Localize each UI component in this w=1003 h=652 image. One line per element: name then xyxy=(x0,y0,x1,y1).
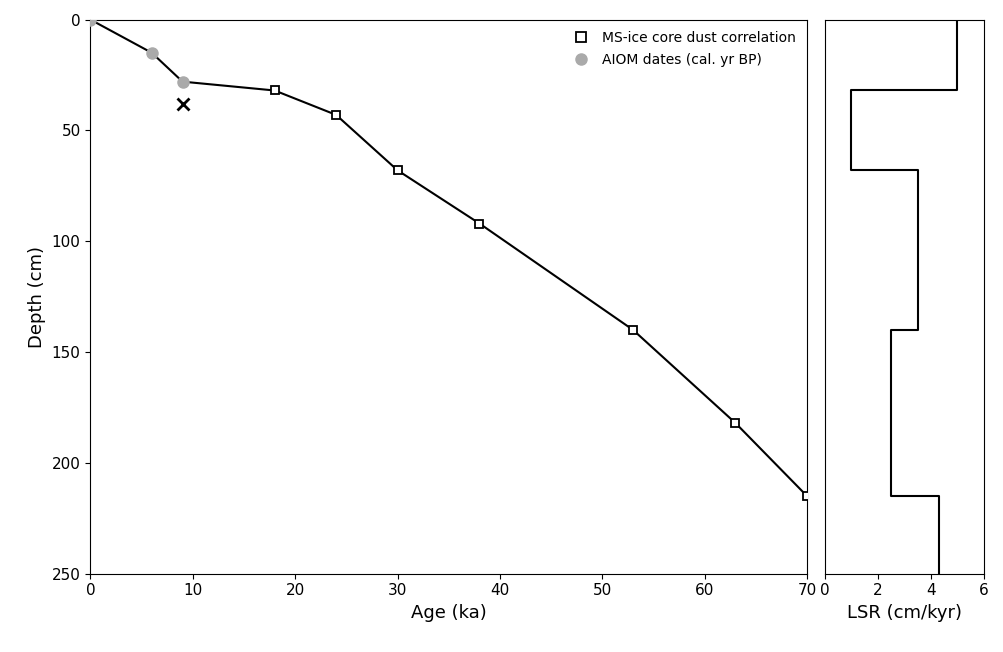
Y-axis label: Depth (cm): Depth (cm) xyxy=(28,246,46,348)
Legend: MS-ice core dust correlation, AIOM dates (cal. yr BP): MS-ice core dust correlation, AIOM dates… xyxy=(563,27,799,71)
X-axis label: LSR (cm/kyr): LSR (cm/kyr) xyxy=(846,604,961,622)
X-axis label: Age (ka): Age (ka) xyxy=(410,604,486,622)
